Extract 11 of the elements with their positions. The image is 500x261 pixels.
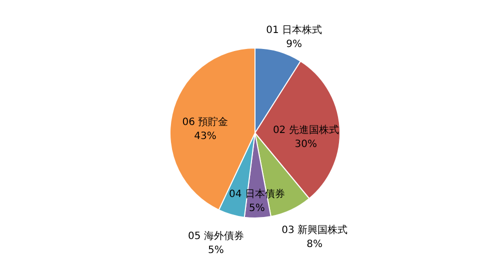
slice-label: 01 日本株式 <box>266 24 322 36</box>
slice-label: 03 新興国株式 <box>282 224 348 236</box>
data-label: 43% <box>194 130 216 142</box>
slice-label: 05 海外債券 <box>188 230 244 242</box>
data-label: 30% <box>294 138 318 150</box>
data-label: 5% <box>208 244 224 256</box>
data-label: 5% <box>248 203 265 214</box>
slice-label: 06 預貯金 <box>182 116 228 128</box>
data-label: 8% <box>306 238 323 250</box>
data-label: 9% <box>286 39 302 50</box>
slice-label: 02 先進国株式 <box>272 124 339 136</box>
